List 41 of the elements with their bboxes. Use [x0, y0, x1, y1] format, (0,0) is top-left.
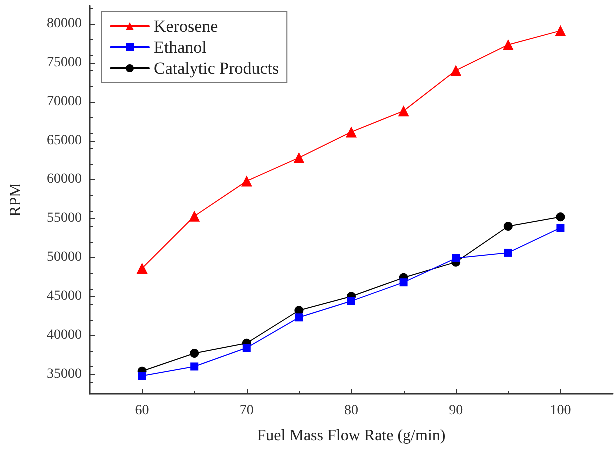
- point: [346, 126, 357, 138]
- legend-label: Ethanol: [154, 38, 208, 57]
- y-tick-label: 70000: [47, 94, 82, 110]
- point: [242, 344, 251, 352]
- legend-label: Catalytic Products: [154, 59, 280, 78]
- y-tick-label: 65000: [47, 133, 82, 148]
- point: [556, 212, 566, 222]
- point: [189, 210, 200, 222]
- point: [348, 297, 356, 306]
- x-tick-label: 100: [550, 404, 572, 418]
- y-tick-label: 40000: [47, 328, 82, 344]
- point: [400, 278, 408, 287]
- x-axis-title: Fuel Mass Flow Rate (g/min): [257, 428, 446, 444]
- point: [398, 106, 410, 117]
- y-tick-label: 60000: [47, 172, 82, 188]
- point: [555, 25, 566, 36]
- point: [450, 65, 462, 76]
- y-tick-label: 75000: [47, 55, 82, 70]
- y-tick-label: 35000: [47, 367, 82, 382]
- point: [294, 152, 305, 164]
- legend-label: Kerosene: [154, 17, 218, 36]
- point: [504, 248, 512, 257]
- x-tick-label: 60: [135, 404, 150, 418]
- x-tick-label: 80: [344, 404, 358, 418]
- point: [190, 362, 199, 371]
- point: [502, 39, 514, 50]
- y-tick-label: 55000: [47, 211, 82, 226]
- y-tick-label: 45000: [47, 289, 82, 304]
- point: [136, 263, 148, 274]
- x-tick-label: 70: [240, 404, 254, 418]
- point: [452, 254, 460, 262]
- point: [241, 176, 252, 187]
- point: [295, 314, 304, 322]
- x-tick-label: 90: [449, 404, 464, 418]
- y-tick-label: 80000: [47, 16, 82, 32]
- point: [190, 348, 200, 358]
- point: [138, 372, 146, 380]
- y-tick-label: 50000: [47, 250, 82, 266]
- point: [504, 222, 513, 231]
- y-axis-title: RPM: [8, 183, 24, 217]
- point: [556, 224, 565, 232]
